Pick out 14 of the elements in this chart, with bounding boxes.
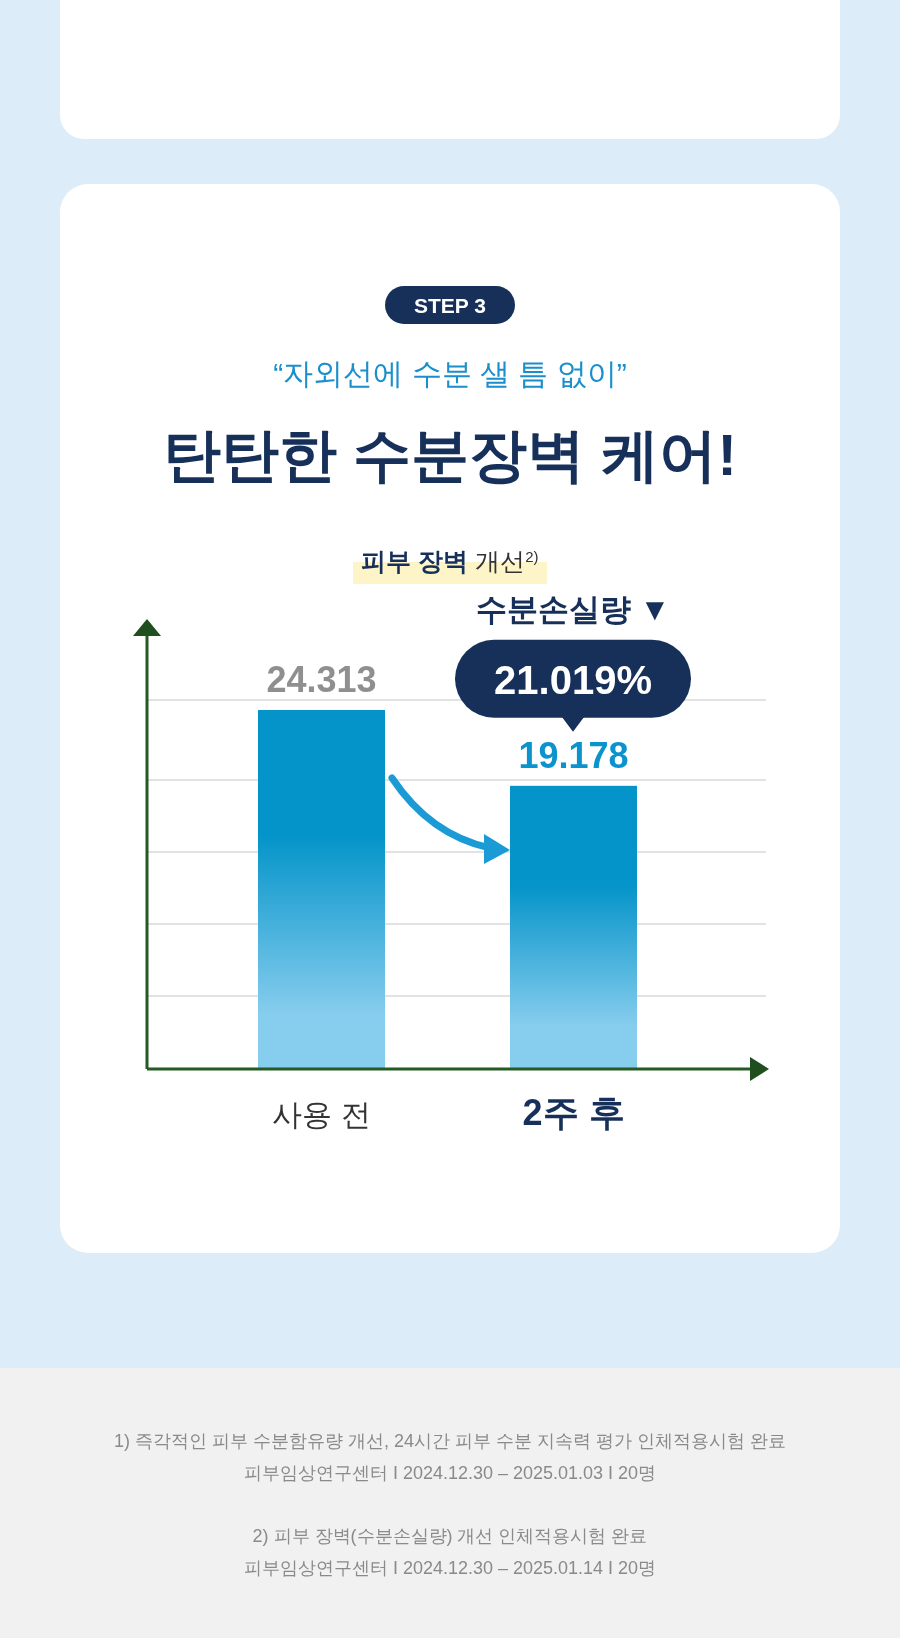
chart-title: 탄탄한 수분장벽 케어!	[163, 422, 737, 487]
text: 피부임상연구센터 I 2024.12.30 – 2025.01.03 I 20명	[243, 1463, 657, 1483]
text: 2) 피부 장벽(수분손실량) 개선 인체적용시험 완료	[252, 1526, 648, 1546]
data-label: 24.313	[266, 659, 377, 700]
x-tick-label: 사용 전	[272, 1098, 371, 1131]
text: 피부 장벽 개선$^{2)}$	[361, 547, 539, 575]
data-label: 19.178	[518, 734, 629, 776]
x-tick-label: 2주 후	[522, 1092, 625, 1133]
text: 수분손실량 ▼	[475, 591, 671, 627]
text: 피부임상연구센터 I 2024.12.30 – 2025.01.14 I 20명	[243, 1558, 657, 1578]
text: STEP 3	[414, 294, 486, 317]
text: 21.019%	[494, 657, 652, 702]
chart-subtitle: “자외선에 수분 샐 틈 없이”	[273, 357, 627, 390]
text: 1) 즉각적인 피부 수분함유량 개선, 24시간 피부 수분 지속력 평가 인체적용시험 완료	[113, 1431, 787, 1451]
